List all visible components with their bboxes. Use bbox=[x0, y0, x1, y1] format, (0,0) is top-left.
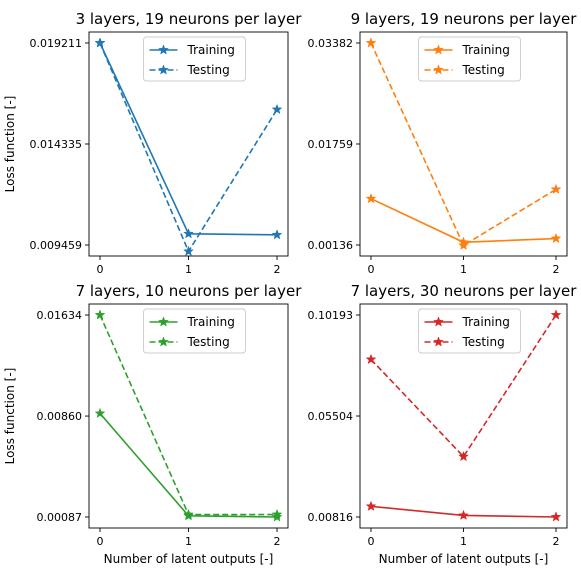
data-point-testing bbox=[458, 450, 469, 462]
legend-label-training: Training bbox=[462, 315, 510, 329]
legend-label-training: Training bbox=[462, 43, 510, 57]
data-point-training bbox=[183, 228, 194, 239]
legend: Training Testing bbox=[418, 36, 521, 82]
y-tick-label: 0.00816 bbox=[308, 511, 354, 524]
data-point-testing bbox=[550, 183, 562, 194]
x-tick-label: 2 bbox=[274, 263, 281, 276]
data-point-training bbox=[458, 509, 469, 521]
legend-marker-training bbox=[433, 316, 444, 327]
data-point-testing bbox=[458, 239, 469, 250]
y-tick-label: 0.00860 bbox=[37, 410, 83, 423]
y-axis-label: Loss function [-] bbox=[3, 368, 17, 465]
x-tick-label: 1 bbox=[185, 263, 192, 276]
data-point-testing bbox=[94, 37, 106, 48]
data-point-testing bbox=[271, 103, 283, 115]
x-tick-label: 0 bbox=[97, 263, 104, 276]
legend-marker-testing bbox=[158, 64, 169, 75]
data-point-training bbox=[271, 229, 283, 240]
data-point-testing bbox=[365, 37, 377, 48]
legend-label-testing: Testing bbox=[187, 335, 230, 349]
y-tick-label: 0.00087 bbox=[37, 511, 83, 524]
series-line-training bbox=[99, 412, 278, 518]
y-tick-label: 0.019211 bbox=[30, 37, 83, 50]
y-tick-label: 0.05504 bbox=[308, 410, 354, 423]
x-tick-label: 0 bbox=[97, 535, 104, 548]
x-axis-label: Number of latent outputs [-] bbox=[379, 552, 549, 566]
data-point-training bbox=[365, 500, 377, 511]
legend-label-training: Training bbox=[187, 315, 235, 329]
legend-label-testing: Testing bbox=[187, 63, 230, 77]
legend-label-training: Training bbox=[187, 43, 235, 57]
legend-marker-testing bbox=[158, 336, 169, 347]
y-axis-label: Loss function [-] bbox=[3, 96, 17, 193]
subplot-1: 3 layers, 19 neurons per layer 0.009459 0.… bbox=[3, 10, 302, 276]
y-tick-label: 0.009459 bbox=[30, 239, 83, 252]
data-point-testing bbox=[365, 353, 377, 365]
x-tick-label: 2 bbox=[553, 263, 560, 276]
subplot-title: 7 layers, 10 neurons per layer bbox=[76, 282, 303, 300]
legend-marker-testing bbox=[433, 64, 444, 75]
data-point-testing bbox=[550, 309, 562, 320]
y-tick-label: 0.10193 bbox=[308, 309, 354, 322]
legend-label-testing: Testing bbox=[462, 63, 505, 77]
x-axis-label: Number of latent outputs [-] bbox=[104, 552, 274, 566]
x-tick-label: 0 bbox=[368, 263, 375, 276]
x-tick-label: 2 bbox=[553, 535, 560, 548]
x-tick-label: 1 bbox=[185, 535, 192, 548]
y-tick-label: 0.01634 bbox=[37, 309, 83, 322]
subplot-title: 7 layers, 30 neurons per layer bbox=[351, 282, 578, 300]
data-point-testing bbox=[94, 309, 106, 320]
legend-marker-testing bbox=[433, 336, 444, 347]
legend-marker-training bbox=[158, 44, 169, 55]
data-point-training bbox=[94, 407, 106, 419]
x-tick-label: 1 bbox=[460, 263, 467, 276]
legend: Training Testing bbox=[418, 308, 521, 354]
series-line-training bbox=[370, 197, 557, 244]
series-line-testing bbox=[370, 314, 557, 458]
y-tick-label: 0.014335 bbox=[30, 138, 83, 151]
series-line-testing bbox=[370, 42, 557, 247]
legend-marker-training bbox=[158, 316, 169, 327]
y-tick-label: 0.01759 bbox=[308, 138, 354, 151]
subplot-title: 9 layers, 19 neurons per layer bbox=[351, 10, 578, 28]
y-tick-label: 0.00136 bbox=[308, 239, 354, 252]
x-tick-label: 2 bbox=[274, 535, 281, 548]
x-tick-label: 1 bbox=[460, 535, 467, 548]
x-tick-label: 0 bbox=[368, 535, 375, 548]
data-point-testing bbox=[183, 245, 194, 257]
y-tick-label: 0.03382 bbox=[308, 37, 354, 50]
data-point-testing bbox=[183, 508, 194, 520]
data-point-training bbox=[550, 511, 562, 522]
data-point-training bbox=[550, 232, 562, 244]
data-point-testing bbox=[271, 508, 283, 520]
subplot-4: 7 layers, 30 neurons per layer 0.00816 0.0… bbox=[308, 282, 578, 566]
subplot-title: 3 layers, 19 neurons per layer bbox=[76, 10, 303, 28]
subplot-3: 7 layers, 10 neurons per layer 0.00087 0.0… bbox=[3, 282, 302, 566]
legend: Training Testing bbox=[143, 36, 246, 82]
legend-marker-training bbox=[433, 44, 444, 55]
legend-label-testing: Testing bbox=[462, 335, 505, 349]
legend: Training Testing bbox=[143, 308, 246, 354]
subplot-2: 9 layers, 19 neurons per layer 0.00136 0.0… bbox=[308, 10, 578, 276]
data-point-training bbox=[365, 192, 377, 204]
